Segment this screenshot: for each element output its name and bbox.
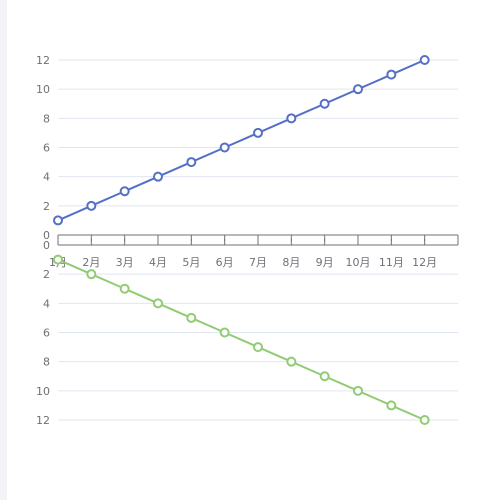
y-tick-label: 0 (43, 229, 50, 242)
y-tick-label: 12 (36, 54, 50, 67)
x-tick-label: 3月 (116, 256, 134, 269)
data-point (353, 84, 363, 95)
data-point (86, 200, 97, 211)
x-tick-label: 7月 (249, 256, 267, 269)
y-tick-label: 0 (43, 239, 50, 252)
x-tick-label: 9月 (316, 256, 334, 269)
x-tick-label: 11月 (379, 256, 404, 269)
data-point (153, 171, 163, 182)
data-point (186, 157, 197, 168)
y-tick-label: 2 (43, 200, 50, 213)
data-point (53, 215, 63, 226)
data-point (86, 269, 97, 280)
data-point (53, 254, 63, 265)
y-tick-label: 10 (36, 83, 50, 96)
x-tick-label: 12月 (412, 256, 437, 269)
data-point (319, 371, 330, 382)
y-tick-label: 8 (43, 112, 50, 125)
data-point (419, 55, 430, 65)
x-tick-label: 6月 (216, 256, 234, 269)
data-point (219, 327, 230, 338)
y-tick-label: 8 (43, 356, 50, 369)
data-point (286, 356, 297, 367)
data-point (119, 283, 130, 294)
y-tick-label: 6 (43, 327, 50, 340)
data-point (153, 298, 163, 309)
data-point (119, 186, 130, 197)
y-tick-label: 6 (43, 142, 50, 155)
data-point (253, 342, 263, 353)
data-point (386, 69, 397, 80)
data-point (386, 400, 397, 411)
y-tick-label: 12 (36, 414, 50, 427)
y-tick-label: 2 (43, 268, 50, 281)
data-point (419, 415, 430, 425)
data-point (319, 98, 330, 109)
left-rail (0, 0, 7, 500)
data-point (353, 385, 363, 396)
x-tick-label: 2月 (82, 256, 100, 269)
bottom-chart: 0 2 4 6 8 10 12 (36, 239, 459, 427)
y-tick-label: 4 (43, 297, 50, 310)
y-tick-label: 10 (36, 385, 50, 398)
data-point (253, 127, 263, 138)
data-point (286, 113, 297, 124)
series-line (57, 258, 426, 421)
data-point (186, 312, 197, 323)
x-tick-label: 10月 (346, 256, 371, 269)
x-tick-label: 8月 (282, 256, 300, 269)
series-line (57, 59, 426, 222)
y-tick-label: 4 (43, 171, 50, 184)
x-tick-label: 5月 (182, 256, 200, 269)
x-tick-label: 4月 (149, 256, 167, 269)
top-chart: 0246810121月2月3月4月5月6月7月8月9月10月11月12月 (36, 54, 459, 269)
data-point (219, 142, 230, 153)
